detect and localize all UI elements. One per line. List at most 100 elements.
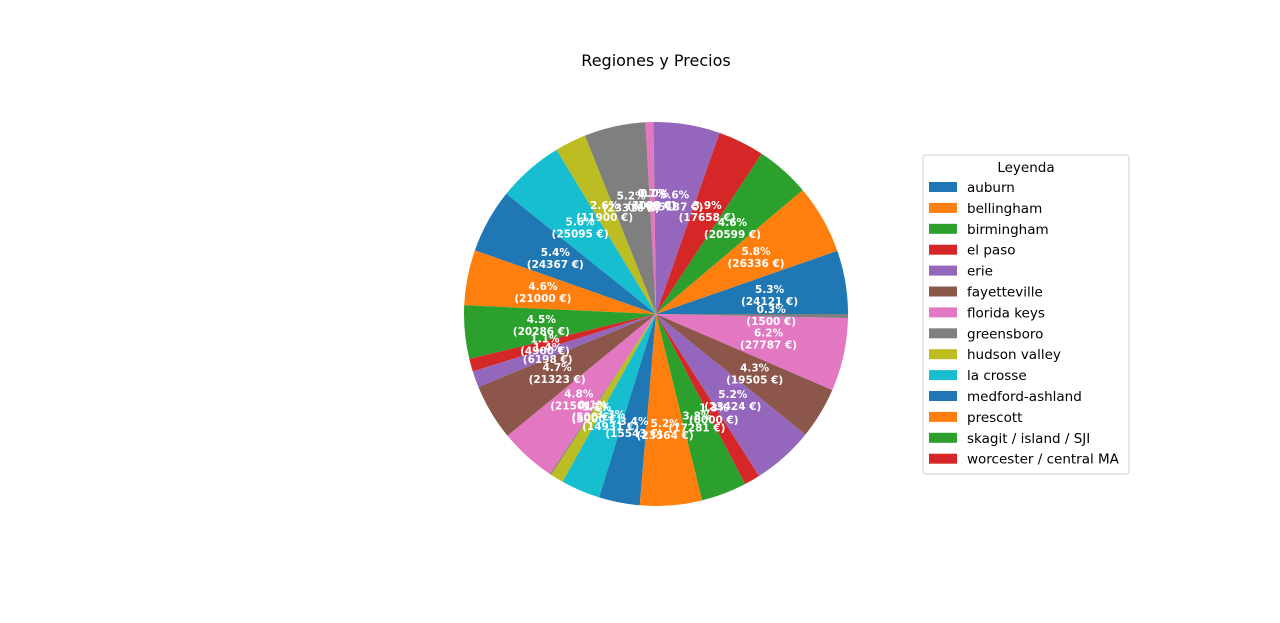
pie-slice [562,314,656,498]
slice-percent: 0.0% [640,188,670,200]
legend-label: auburn [967,180,1015,196]
legend-swatch [929,223,957,234]
slice-label: 5.3% (24121 €) [741,284,798,308]
slice-percent: 2.6% [590,200,620,212]
legend-label: erie [967,264,993,280]
slice-value: (15543 €) [605,428,662,440]
slice-percent: 4.5% [527,314,557,326]
legend-label: el paso [967,243,1015,259]
pie-slice [478,314,656,436]
slice-percent: 3.8% [682,411,712,423]
legend-label: hudson valley [967,347,1061,363]
pie-slice [656,314,833,435]
slice-value: (17281 €) [668,423,725,435]
pie-slice [472,314,656,388]
legend-label: medford-ashland [967,389,1082,405]
slice-percent: 1.1% [582,402,612,414]
pie-slice [469,314,656,372]
slice-label: 6.2% (27787 €) [740,327,797,351]
slice-label: 3.9% (17658 €) [679,200,736,224]
slice-label: 1.1% (4900 €) [520,334,570,358]
pie-slice [656,314,848,319]
legend-frame [922,154,1130,475]
slice-label: 5.8% (26336 €) [728,246,785,270]
slice-value: (25095 €) [552,228,609,240]
slice-percent: 0.3% [757,304,787,316]
pie-slices [464,121,848,506]
slice-label: 5.4% (24367 €) [527,247,584,271]
legend-swatch [929,265,957,276]
slice-label: 4.7% (21323 €) [529,362,586,386]
legend-swatch [929,432,957,443]
legend-label: florida keys [967,305,1045,321]
slice-percent: 3.9% [693,200,723,212]
slice-label: 1.4% (6198 €) [523,342,573,366]
slice-value: (20599 €) [704,229,761,241]
slice-percent: 1.1% [530,334,560,346]
legend-label: la crosse [967,368,1027,384]
legend-swatch [929,349,957,360]
slice-percent: 4.8% [564,389,594,401]
slice-percent: 1.3% [699,403,729,415]
slice-value: (5000 €) [572,414,622,426]
slice-label: 5.6% (25137 €) [646,189,703,213]
slice-value: (21000 €) [514,293,571,305]
slice-value: (1500 €) [746,316,796,328]
slice-label: 3.3% (14931 €) [582,409,639,433]
slice-percent: 6.2% [754,327,784,339]
legend-swatch [929,182,957,192]
slice-value: (27787 €) [740,339,797,351]
chart-title: Regiones y Precios [581,51,730,70]
slice-value: (21501 €) [550,401,607,413]
slice-value: (21323 €) [529,374,586,386]
slice-value: (6000 €) [689,415,739,427]
slice-value: (19505 €) [726,375,783,387]
slice-label: 4.8% (21501 €) [550,389,607,413]
pie-slice [656,314,848,391]
legend-swatch [929,391,957,401]
legend-title: Leyenda [997,160,1054,176]
slice-percent: 5.6% [660,189,690,201]
slice-percent: 0.1% [578,399,608,411]
slice-label: 5.2% (23424 €) [704,389,761,413]
slice-value: (6198 €) [523,354,573,366]
legend-label: prescott [967,410,1022,426]
pie-slice [474,193,656,314]
slice-value: (23316 €) [603,203,660,215]
slice-value: (23564 €) [637,430,694,442]
slice-label: 2.6% (11900 €) [576,200,633,224]
slice-label: 3.8% (17281 €) [668,411,725,435]
legend: Leyenda auburn bellingham birmingham el pas… [922,154,1130,475]
slice-label: 0.1% (500 €) [571,399,613,423]
pie-slice [584,122,656,315]
legend-label: greensboro [967,326,1043,342]
slice-percent: 5.2% [718,389,748,401]
legend-swatch [929,286,957,297]
pie-slice [645,122,656,314]
legend-swatch [929,370,957,381]
legend-swatch [929,328,957,339]
legend-label: worcester / central MA [967,452,1120,468]
pie-slice [599,314,656,506]
slice-value: (25137 €) [646,201,703,213]
legend-label: fayetteville [967,285,1043,301]
pie-slice [639,314,703,506]
slice-percent: 1.4% [533,342,563,354]
slice-percent: 0.7% [637,188,667,200]
slice-percent: 5.6% [566,216,596,228]
pie-slice [656,250,848,314]
slice-value: (11900 €) [576,212,633,224]
legend-swatch [929,244,957,255]
pie-slice [653,121,720,314]
slice-percent: 5.4% [541,247,571,259]
slice-percent: 4.6% [718,217,748,229]
pie-labels: 5.3% (24121 €) 5.8% (26336 €) 4.6% (20599 €) 3… [513,188,798,442]
slice-percent: 3.3% [596,409,626,421]
slice-value: (24367 €) [527,259,584,271]
pie-slice [556,135,656,314]
slice-label: 4.5% (20286 €) [513,314,570,338]
slice-label: 4.6% (21000 €) [514,281,571,305]
pie-slice [656,314,806,476]
slice-value: (3000 €) [627,200,677,212]
pie-slice [551,314,656,482]
